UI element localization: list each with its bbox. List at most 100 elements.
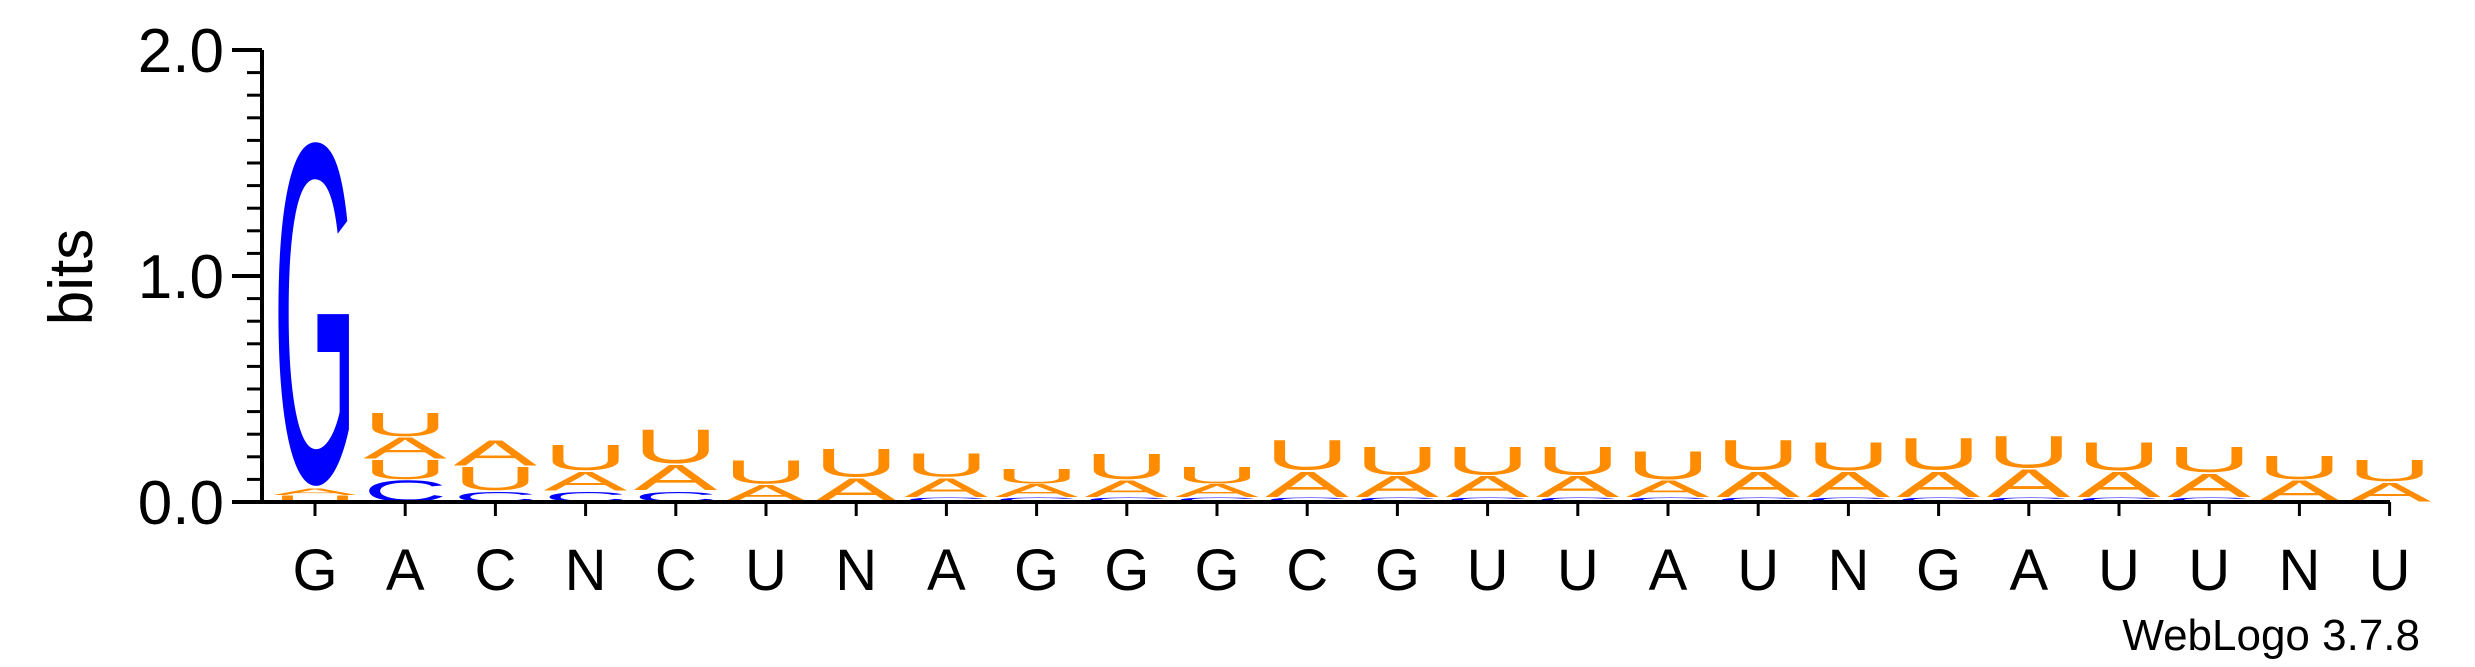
letter-stack: CAU [904,447,988,503]
logo-letter: C [1085,496,1169,503]
logo-letter: C [1806,496,1890,503]
logo-letter: U [453,461,537,498]
x-tick-label: A [1649,538,1688,603]
logo-letter: U [1626,443,1710,487]
letter-stack: CAU [1897,428,1981,504]
y-axis-title: bits [37,229,106,325]
x-tick-label: G [1916,538,1961,603]
logo-letter: U [1265,431,1349,479]
letter-stack: CAU [1446,439,1530,504]
logo-letter: A [544,466,628,496]
logo-letter: A [273,487,358,497]
logo-letter: U [1085,446,1169,487]
x-tick-label: C [1286,538,1328,603]
x-tick-label: A [386,538,425,603]
logo-letter: C [2167,496,2251,503]
x-tick-label: U [1737,538,1779,603]
logo-letter: U [724,454,808,491]
logo-letter: A [1446,470,1530,504]
x-tick-label: U [2369,538,2411,603]
logo-letter: U [1175,462,1259,489]
y-tick-label: 2.0 [138,17,224,86]
letter-stack: CAU [2167,440,2251,505]
logo-letter: C [1355,496,1439,503]
x-tick-label: N [2278,538,2320,603]
letter-stack: AU [814,441,898,509]
x-tick-label: N [565,538,607,603]
logo-letter: A [1987,461,2071,505]
letter-stack: CAU [1175,462,1259,504]
logo-letter: U [1446,439,1530,483]
letter-stack: CAU [1265,431,1349,504]
x-tick-label: U [2098,538,2140,603]
logo-letter: A [2167,467,2251,504]
letter-stack: CAU [995,464,1079,503]
logo-letter: U [2348,454,2432,488]
logo-letter: U [273,494,357,504]
y-tick-label: 1.0 [138,243,224,312]
logo-letter: C [1175,496,1259,503]
x-tick-label: G [1014,538,1059,603]
logo-letter: C [1536,496,1620,503]
x-tick-label: G [1104,538,1149,603]
logo-letter: C [1446,496,1530,503]
x-tick-label: U [1467,538,1509,603]
logo-letter: C [1897,496,1981,503]
y-tick-label: 0.0 [138,469,224,538]
logo-letter: A [2077,464,2161,505]
x-tick-label: A [927,538,966,603]
logo-letter: A [1536,470,1620,504]
logo-letter: U [634,419,718,473]
logo-letter: U [2077,434,2161,478]
x-tick-label: U [1557,538,1599,603]
logo-letter: C [904,496,988,503]
letter-stack: CUA [453,432,537,505]
letter-stack: CAU [1987,426,2071,505]
letter-stack: AU [2257,449,2341,508]
logo-letter: A [1355,470,1439,504]
logo-letter: A [1626,475,1711,502]
logo-letter: C [1716,496,1800,503]
logo-letter: U [2257,449,2341,486]
logo-letter: U [1897,428,1981,479]
letter-stack: CAU [1626,443,1711,503]
letter-stack: CAU [1536,439,1620,504]
logo-letter: U [363,406,447,443]
letter-stack: CAU [1716,431,1800,504]
logo-letter: U [1716,431,1800,479]
x-tick-label: N [835,538,877,603]
letter-stack: CAU [1806,434,1890,504]
logo-letter: A [1716,464,1800,505]
y-axis: 0.0 1.0 2.0 [138,17,264,538]
weblogo-version-label: WebLogo 3.7.8 [2122,611,2420,660]
letter-stack: CAU [634,419,718,505]
x-tick-label: G [292,538,337,603]
logo-letter: C [2077,496,2161,503]
logo-letter: C [1987,496,2071,503]
letter-stack: CAU [1085,446,1170,503]
logo-letter: U [363,454,447,484]
logo-letter: U [1806,434,1890,478]
logo-letter: A [995,481,1079,501]
logo-letter: C [1265,496,1349,503]
logo-letter: A [1085,475,1170,502]
x-tick-label: U [745,538,787,603]
logo-letter: U [1987,426,2071,477]
x-tick-label: C [655,538,697,603]
x-tick-label: G [1375,538,1420,603]
logo-letter: U [904,447,988,484]
letter-stack: CAU [544,437,628,505]
logo-letter: A [363,431,447,465]
logo-letter: U [1355,439,1439,483]
logo-letter: A [453,432,537,473]
letter-stack: UAG [273,42,358,585]
letter-stack: AU [724,454,809,507]
x-tick-label: C [474,538,516,603]
logo-letter: A [1897,464,1981,505]
x-tick-label: U [2188,538,2230,603]
logo-letter: U [2167,440,2251,481]
logo-letter: U [995,464,1079,488]
